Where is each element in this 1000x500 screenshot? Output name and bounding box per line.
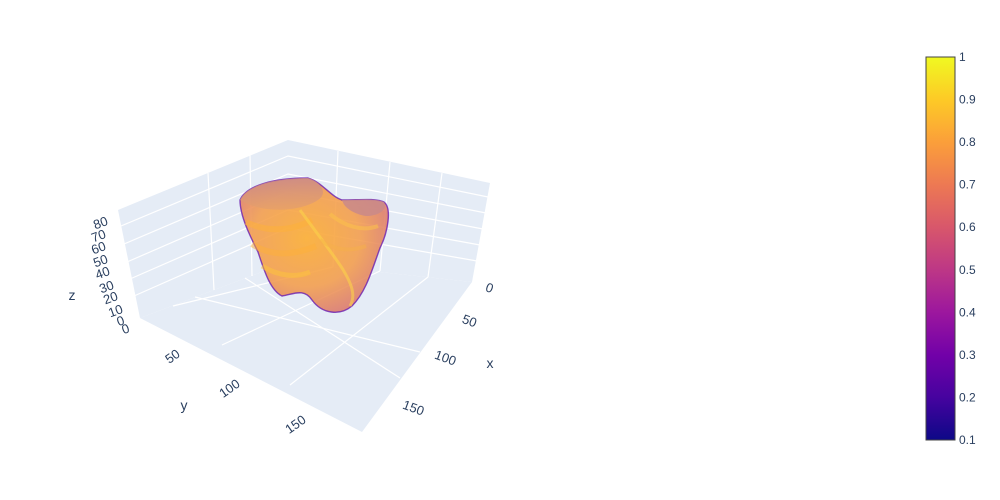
colorbar-tick-label: 0.1 — [959, 433, 976, 447]
colorbar-ticks: 1 0.9 0.8 0.7 0.6 0.5 0.4 0.3 0.2 0.1 — [959, 50, 976, 447]
colorbar-bar — [925, 56, 956, 441]
x-axis-tick-label: 150 — [401, 397, 427, 419]
y-axis-tick-label: 150 — [282, 412, 308, 437]
z-axis-tick-label: 40 — [93, 263, 112, 282]
z-axis-tick-label: 0 — [119, 320, 131, 337]
z-axis-tick-label: 70 — [89, 226, 108, 245]
z-axis-tick-label: 10 — [106, 301, 125, 320]
colorbar-tick-label: 0.2 — [959, 390, 976, 404]
x-axis-tick-label: 50 — [460, 311, 479, 330]
colorbar-tick-label: 0.7 — [959, 178, 976, 192]
colorbar-tick-label: 0.4 — [959, 305, 976, 319]
colorbar-tick-label: 1 — [959, 50, 966, 64]
colorbar-tick-label: 0.3 — [959, 348, 976, 362]
z-axis-tick-label: 60 — [89, 238, 108, 257]
colorbar-tick-label: 0.8 — [959, 135, 976, 149]
y-axis-label: y — [181, 397, 188, 413]
volume-surface — [239, 177, 390, 313]
x-axis-tick-label: 100 — [433, 347, 459, 369]
x-axis-tick-label: 0 — [484, 279, 496, 296]
colorbar-tick-label: 0.5 — [959, 263, 976, 277]
z-axis-tick-label: 50 — [91, 251, 110, 270]
x-axis-label: x — [487, 355, 494, 371]
z-axis-tick-label: 20 — [101, 288, 120, 307]
y-axis-tick-label: 100 — [216, 376, 242, 401]
colorbar: 1 0.9 0.8 0.7 0.6 0.5 0.4 0.3 0.2 0.1 — [925, 50, 976, 447]
pane-xy — [140, 262, 472, 432]
colorbar-tick-label: 0.6 — [959, 220, 976, 234]
z-axis-tick-label: 80 — [91, 213, 110, 232]
z-axis-tick-label: 0 — [114, 312, 126, 329]
z-axis-tick-label: 30 — [97, 277, 116, 296]
z-axis-label: z — [69, 287, 76, 303]
y-axis-tick-label: 50 — [162, 346, 182, 367]
colorbar-tick-label: 0.9 — [959, 93, 976, 107]
